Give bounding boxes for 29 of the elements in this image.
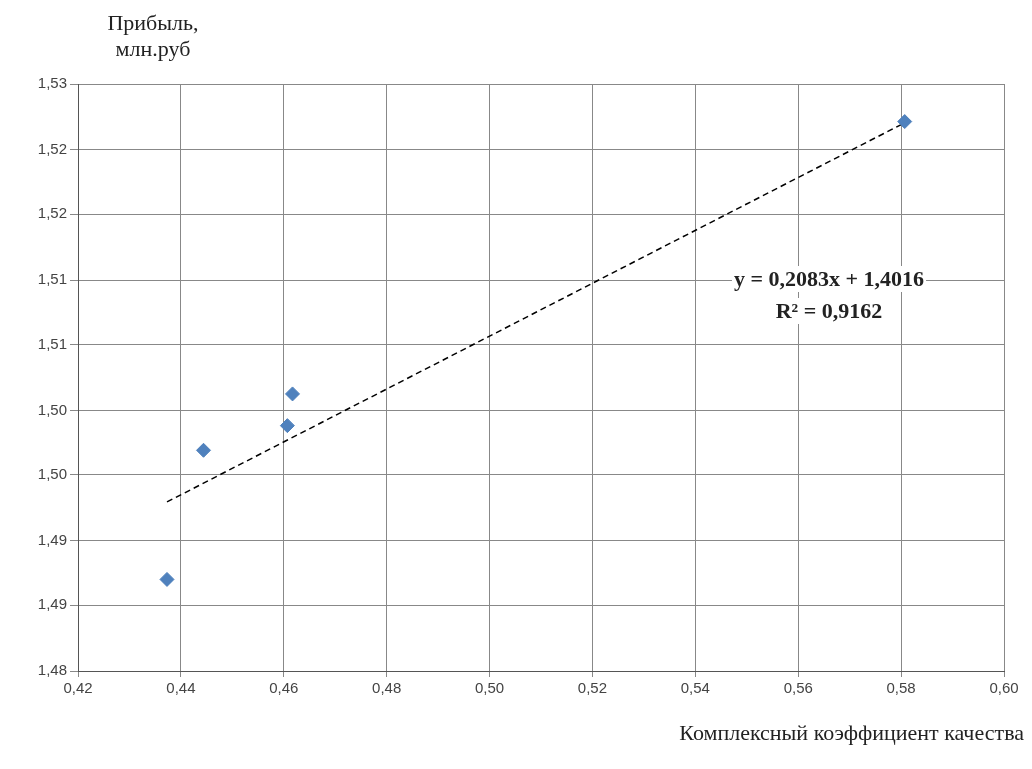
y-tick-label: 1,48 bbox=[37, 661, 67, 679]
x-tick-label: 0,50 bbox=[474, 679, 505, 697]
annotation: R² = 0,9162 bbox=[775, 298, 883, 323]
y-tick-label: 1,51 bbox=[37, 270, 67, 288]
y-tick-label: 1,53 bbox=[37, 74, 67, 92]
x-tick-label: 0,42 bbox=[63, 679, 93, 697]
x-tick-label: 0,44 bbox=[166, 679, 196, 697]
x-tick-label: 0,46 bbox=[269, 679, 299, 697]
y-tick-label: 1,50 bbox=[37, 400, 67, 418]
point bbox=[159, 571, 175, 587]
x-tick-label: 0,48 bbox=[372, 679, 402, 697]
x-axis-title: Комплексный коэффициент качества bbox=[679, 720, 1024, 746]
y-tick-label: 1,49 bbox=[37, 530, 67, 548]
x-tick-label: 0,54 bbox=[680, 679, 710, 697]
point bbox=[897, 114, 913, 130]
y-tick-label: 1,49 bbox=[37, 595, 67, 613]
point bbox=[196, 442, 212, 458]
y-tick-label: 1,50 bbox=[37, 465, 67, 483]
x-tick-label: 0,60 bbox=[989, 679, 1019, 697]
x-tick-label: 0,58 bbox=[886, 679, 916, 697]
y-tick-label: 1,52 bbox=[37, 139, 67, 157]
point bbox=[285, 386, 301, 402]
x-tick-label: 0,56 bbox=[783, 679, 813, 697]
y-tick-label: 1,52 bbox=[37, 204, 67, 222]
annotation: y = 0,2083x + 1,4016 bbox=[733, 266, 925, 291]
x-tick-label: 0,52 bbox=[577, 679, 608, 697]
y-axis-title: Прибыль, млн.руб bbox=[106, 10, 200, 62]
y-tick-label: 1,51 bbox=[37, 334, 67, 352]
point bbox=[279, 418, 295, 434]
